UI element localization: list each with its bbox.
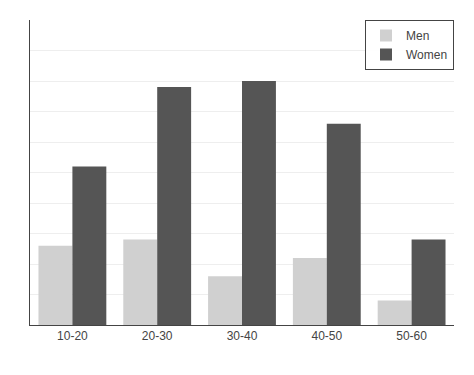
svg-text:Women: Women <box>406 48 447 62</box>
svg-text:20-30: 20-30 <box>142 329 173 343</box>
svg-text:40-50: 40-50 <box>311 329 342 343</box>
svg-text:50-60: 50-60 <box>396 329 427 343</box>
svg-text:Men: Men <box>406 29 429 43</box>
svg-text:10-20: 10-20 <box>57 329 88 343</box>
svg-text:30-40: 30-40 <box>227 329 258 343</box>
